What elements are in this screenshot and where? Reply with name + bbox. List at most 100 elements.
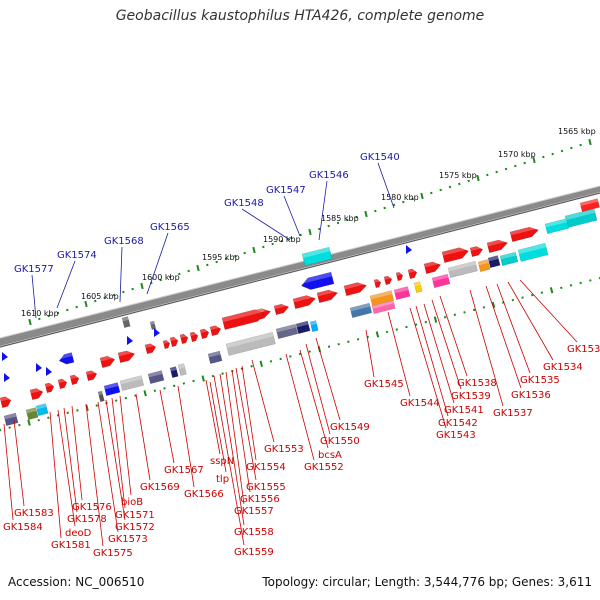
gene-small-marker[interactable] [127,336,133,345]
gene-forward-arrow[interactable] [117,349,136,363]
bottom-gene-label[interactable]: tlp [216,474,229,485]
gene-orange-block[interactable] [477,259,491,272]
bottom-gene-label[interactable]: sspN [210,456,234,467]
gene-blue-block[interactable] [103,382,121,396]
gene-yellow-block[interactable] [413,281,423,293]
gene-forward-arrow[interactable] [509,225,540,242]
gene-purple-block[interactable] [147,370,165,384]
gene-forward-arrow[interactable] [273,302,290,316]
gene-purple-block[interactable] [207,350,223,364]
gene-small-marker[interactable] [406,245,412,254]
gene-forward-arrow[interactable] [383,275,393,286]
bottom-gene-label[interactable]: GK1558 [234,527,274,538]
gene-cyan-block[interactable] [564,208,598,228]
gene-olive-block[interactable] [25,407,39,420]
gene-forward-arrow[interactable] [44,382,55,394]
gene-forward-arrow[interactable] [441,245,470,263]
bottom-gene-label[interactable]: GK1566 [184,489,224,500]
gene-cyan-block[interactable] [517,242,549,262]
gene-forward-arrow[interactable] [29,387,44,400]
top-gene-label[interactable]: GK1546 [309,170,349,181]
gene-small-marker[interactable] [2,352,8,361]
bottom-gene-label[interactable]: GK1541 [444,405,484,416]
gene-lightblue-block[interactable] [309,320,319,332]
bottom-gene-label[interactable]: GK1555 [246,482,286,493]
gene-grey-block[interactable] [97,390,105,402]
gene-forward-arrow[interactable] [99,354,116,368]
bottom-gene-label[interactable]: GK1553 [264,444,304,455]
bottom-gene-label[interactable]: GK1578 [67,514,107,525]
gene-purple-block[interactable] [3,412,19,426]
bottom-gene-label[interactable]: GK1575 [93,548,133,559]
bottom-gene-label[interactable]: GK1538 [457,378,497,389]
gene-forward-arrow[interactable] [486,238,509,253]
bottom-gene-label[interactable]: bcsA [318,450,342,461]
bottom-gene-label[interactable]: GK1557 [234,506,274,517]
bottom-gene-label[interactable]: GK1544 [400,398,440,409]
gene-forward-arrow[interactable] [189,331,199,343]
bottom-gene-label[interactable]: GK1583 [14,508,54,519]
bottom-gene-label[interactable]: GK1552 [304,462,344,473]
gene-forward-arrow[interactable] [343,280,368,296]
gene-forward-arrow[interactable] [162,339,171,350]
top-gene-label[interactable]: GK1548 [224,198,264,209]
gene-forward-arrow[interactable] [57,378,68,390]
bottom-gene-label[interactable]: GK1543 [436,430,476,441]
gene-orange-block[interactable] [369,290,395,306]
bottom-gene-label[interactable]: GK1550 [320,436,360,447]
bottom-gene-label[interactable]: GK1534 [543,362,583,373]
bottom-gene-label[interactable]: GK1576 [72,502,112,513]
gene-cyan-block[interactable] [544,218,570,234]
bottom-gene-label[interactable]: GK1545 [364,379,404,390]
bottom-gene-label[interactable]: GK1567 [164,465,204,476]
gene-purple-block[interactable] [275,323,299,339]
top-gene-label[interactable]: GK1574 [57,250,97,261]
gene-forward-arrow[interactable] [469,245,484,258]
gene-pink-block[interactable] [371,300,396,315]
gene-small-marker[interactable] [4,373,10,382]
gene-forward-arrow[interactable] [0,395,12,408]
gene-cyan-block[interactable] [35,403,49,416]
gene-pink-block[interactable] [393,286,411,300]
top-gene-label[interactable]: GK1568 [104,236,144,247]
gene-forward-arrow[interactable] [169,336,179,348]
gene-forward-arrow[interactable] [221,307,266,330]
gene-forward-arrow[interactable] [423,260,442,274]
gene-steel-block[interactable] [349,302,373,318]
gene-forward-arrow[interactable] [85,369,98,382]
gene-forward-arrow[interactable] [69,374,80,386]
top-gene-label[interactable]: GK1565 [150,222,190,233]
gene-navy-block[interactable] [169,366,179,378]
gene-pink-block[interactable] [431,273,451,288]
gene-forward-arrow[interactable] [144,342,157,355]
bottom-gene-label[interactable]: GK1539 [451,391,491,402]
bottom-gene-label[interactable]: GK1549 [330,422,370,433]
top-gene-label[interactable]: GK1540 [360,152,400,163]
top-gene-label[interactable]: GK1577 [14,264,54,275]
bottom-gene-label[interactable]: GK1556 [240,494,280,505]
top-gene-label[interactable]: GK1547 [266,185,306,196]
bottom-gene-label[interactable]: deoD [65,528,92,539]
bottom-gene-label[interactable]: GK1572 [115,522,155,533]
bottom-gene-label[interactable]: GK1573 [108,534,148,545]
bottom-gene-label[interactable]: GK1554 [246,462,286,473]
gene-small-marker[interactable] [46,367,52,376]
gene-grey-block[interactable] [177,363,187,376]
gene-grey-block[interactable] [225,331,276,356]
gene-cyan-block[interactable] [499,251,519,266]
gene-forward-arrow[interactable] [209,324,222,337]
bottom-gene-label[interactable]: GK1536 [511,390,551,401]
bottom-gene-label[interactable]: GK1533 [567,344,600,355]
gene-forward-arrow[interactable] [395,271,404,282]
gene-navy-block[interactable] [487,255,501,268]
gene-navy-block[interactable] [295,320,311,334]
bottom-gene-label[interactable]: GK1569 [140,482,180,493]
bottom-gene-label[interactable]: GK1581 [51,540,91,551]
bottom-gene-label[interactable]: GK1559 [234,547,274,558]
gene-grey-block[interactable] [149,320,157,331]
bottom-gene-label[interactable]: bioB [121,497,143,508]
gene-red-block[interactable] [579,198,600,213]
gene-grey-block[interactable] [121,316,131,328]
gene-cyan-block[interactable] [301,246,333,266]
gene-small-marker[interactable] [154,328,160,337]
